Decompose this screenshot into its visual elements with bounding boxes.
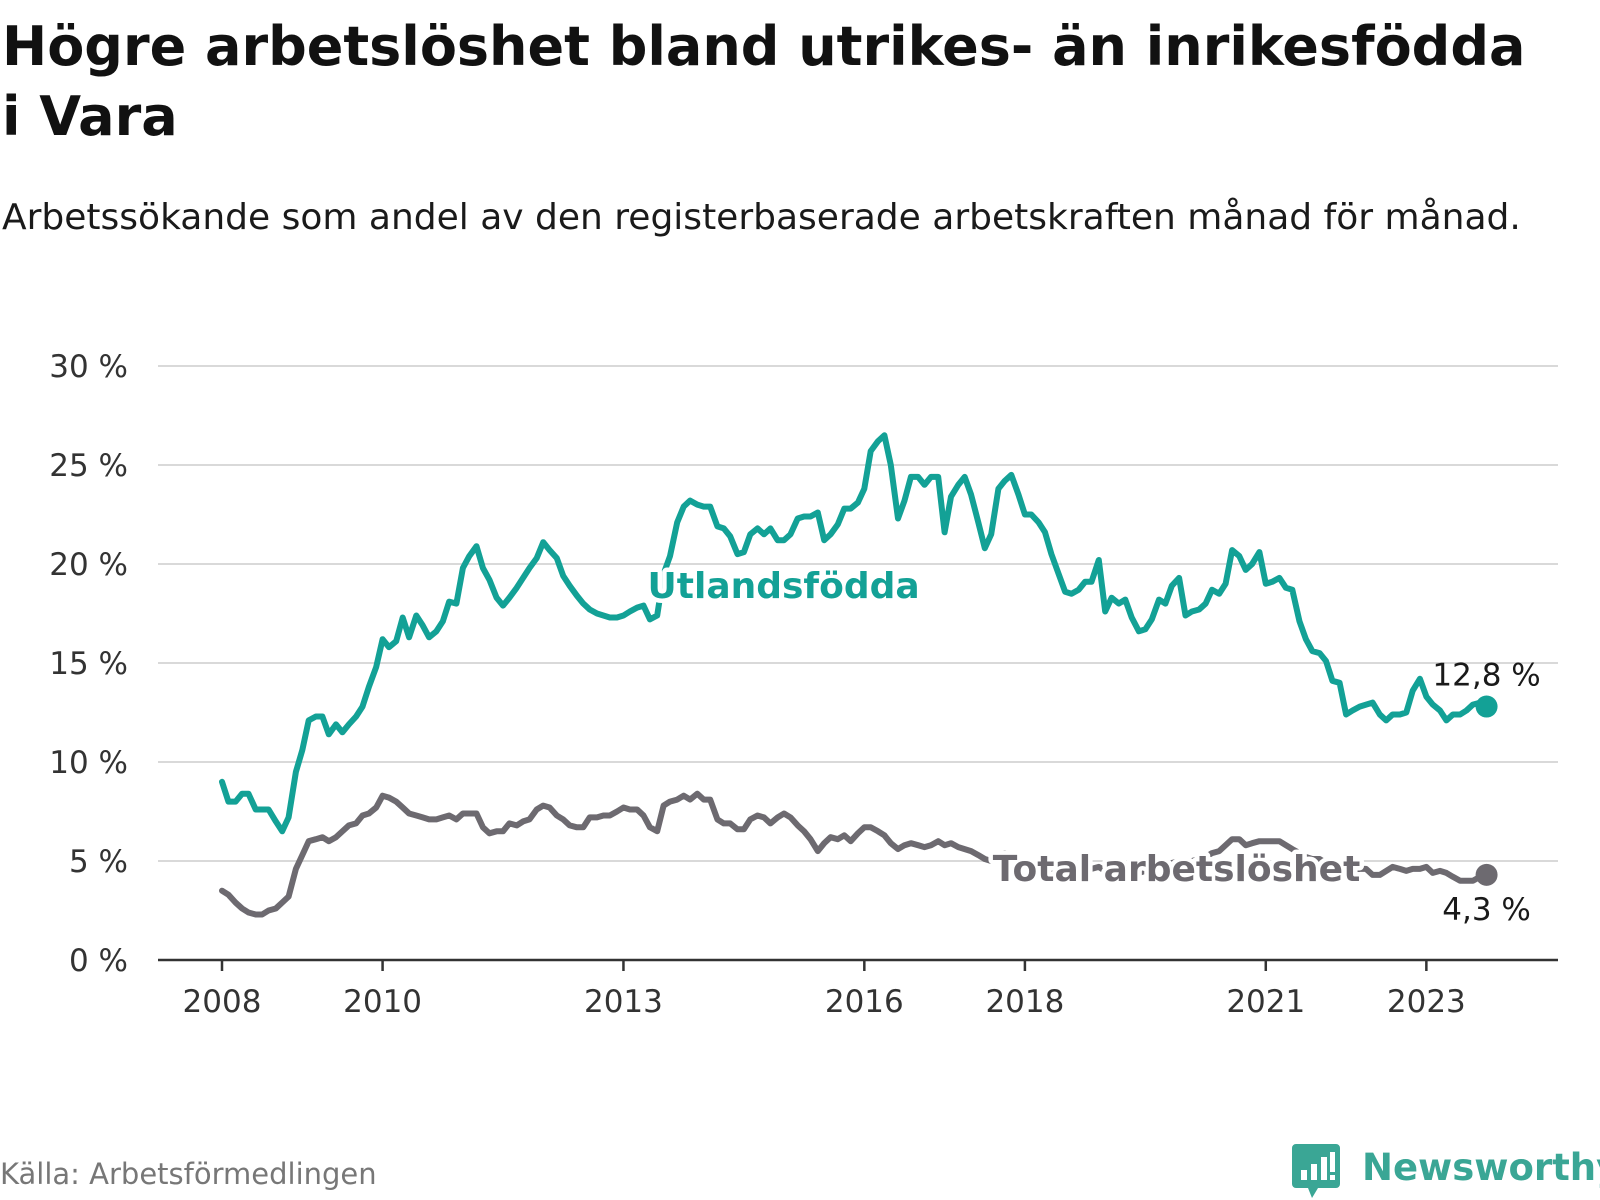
end-value-label-utlandsf-dda: 12,8 % bbox=[1432, 658, 1540, 694]
x-tick-label: 2013 bbox=[584, 984, 663, 1020]
series-end-dot-utlandsf-dda bbox=[1475, 695, 1498, 718]
y-tick-label: 20 % bbox=[49, 547, 128, 583]
source-note: Källa: Arbetsförmedlingen bbox=[0, 1157, 377, 1191]
series-annotations: 12,8 % 4,3 % Utlandsfödda Total arbetslöshe… bbox=[643, 561, 1541, 928]
x-tick-label: 2016 bbox=[825, 984, 904, 1020]
chart-bubble-icon bbox=[1292, 1144, 1340, 1198]
series-end-dot-total-arbetsl-shet bbox=[1475, 863, 1498, 886]
x-tick-label: 2008 bbox=[183, 984, 262, 1020]
series-line-utlandsf-dda bbox=[219, 432, 1490, 835]
gridlines bbox=[158, 365, 1558, 862]
y-tick-label: 15 % bbox=[49, 646, 128, 682]
y-tick-label: 5 % bbox=[69, 844, 128, 880]
x-tick-label: 2021 bbox=[1226, 984, 1305, 1020]
y-axis-ticks: 0 % 5 % 10 % 15 % 20 % 25 % 30 % bbox=[49, 349, 128, 979]
x-tick-label: 2023 bbox=[1387, 984, 1466, 1020]
y-tick-label: 25 % bbox=[49, 448, 128, 484]
brand-name: Newsworthy bbox=[1362, 1146, 1600, 1189]
series-line-total-arbetsl-shet bbox=[219, 790, 1490, 918]
x-tick-label: 2010 bbox=[343, 984, 422, 1020]
series-lines bbox=[219, 432, 1498, 918]
x-axis-ticks: 2008 2010 2013 2016 2018 2021 2023 bbox=[183, 960, 1466, 1020]
x-tick-label: 2018 bbox=[985, 984, 1064, 1020]
series-label-total-arbetsl-shet: Total arbetslöshet bbox=[993, 849, 1361, 890]
y-tick-label: 10 % bbox=[49, 745, 128, 781]
y-tick-label: 0 % bbox=[69, 943, 128, 979]
chart-title: Högre arbetslöshet bland utrikes- än inr… bbox=[2, 15, 1526, 148]
chart-subtitle: Arbetssökande som andel av den registerb… bbox=[2, 197, 1521, 238]
line-chart: 0 %5 %10 %15 %20 %25 %30 % 2008 2010 2013 2… bbox=[49, 349, 1558, 1020]
end-value-label-total-arbetsl-shet: 4,3 % bbox=[1442, 892, 1531, 928]
series-label-utlandsf-dda: Utlandsfödda bbox=[648, 566, 920, 607]
y-tick-label: 30 % bbox=[49, 349, 128, 385]
